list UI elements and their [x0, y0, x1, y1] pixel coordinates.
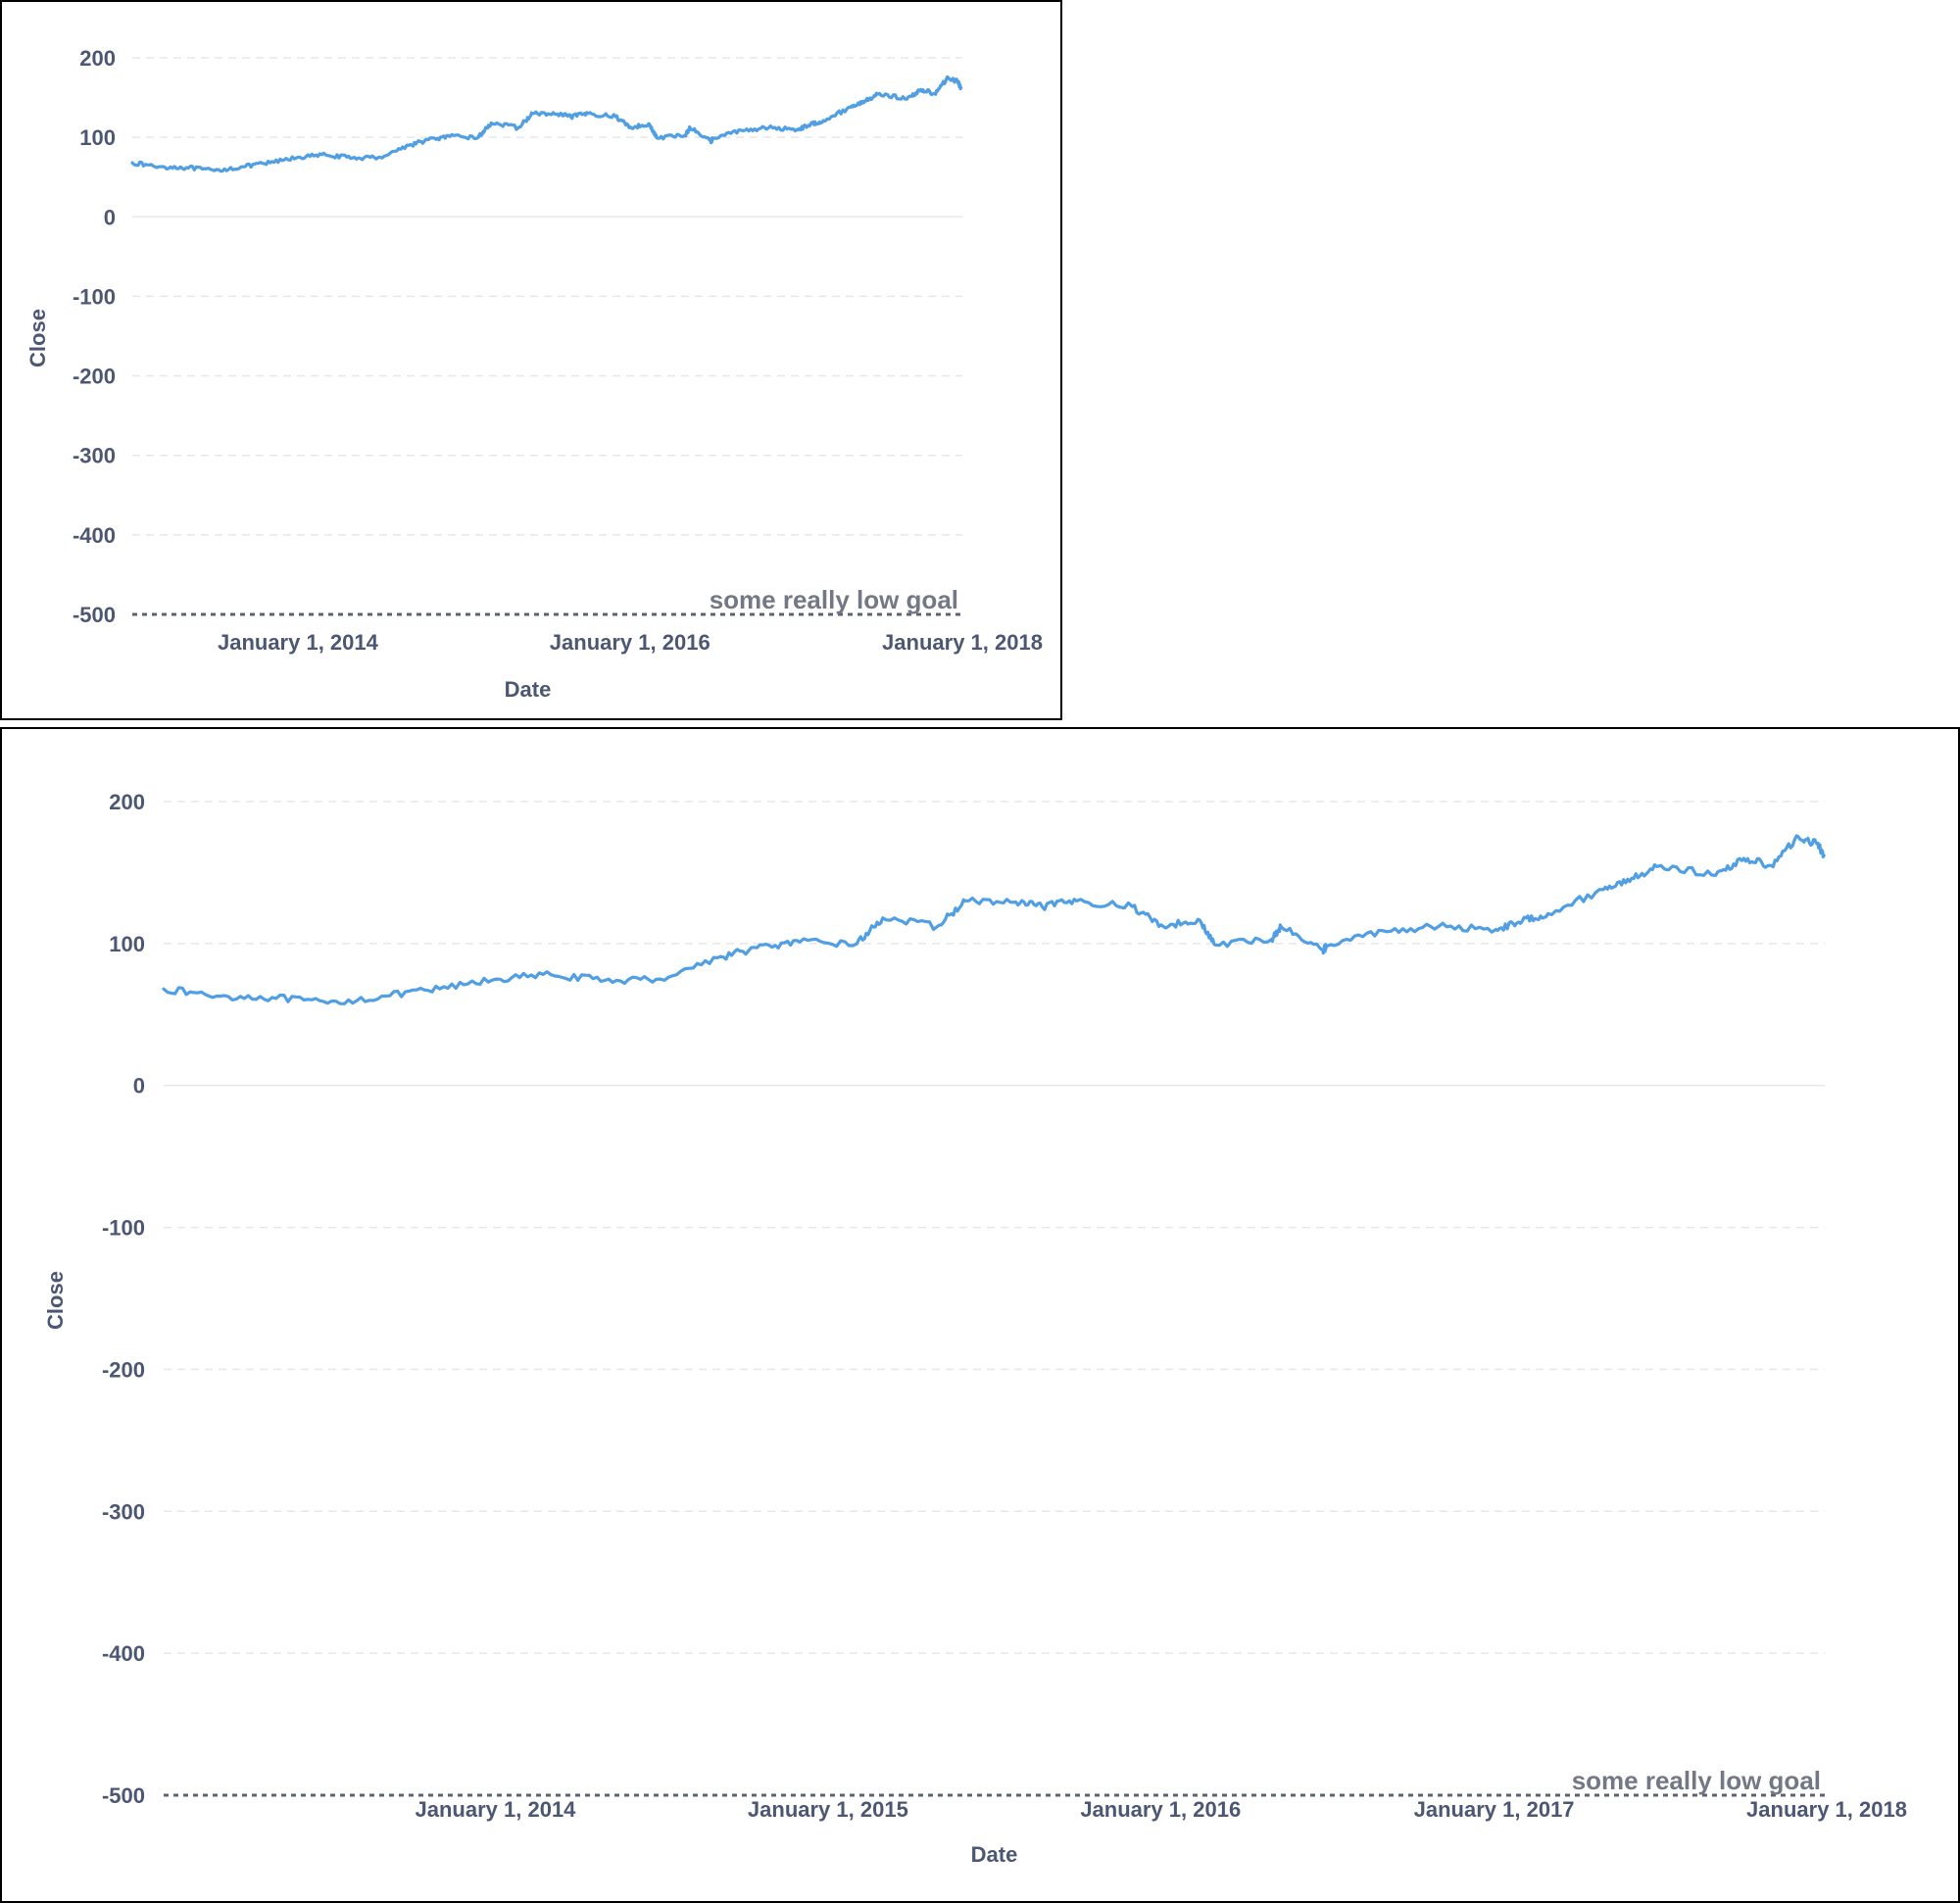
series-line-close	[130, 74, 963, 173]
x-axis-title: Date	[971, 1842, 1018, 1867]
x-tick-label: January 1, 2016	[550, 630, 710, 655]
x-tick-label: January 1, 2015	[748, 1797, 908, 1822]
chart-panel-small: 200 100 0 -100 -200 -300 -400 -500 January 1, 20…	[0, 0, 1062, 720]
y-tick-label: -300	[102, 1499, 145, 1524]
y-tick-label: 0	[133, 1074, 145, 1098]
y-tick-label: 200	[79, 46, 116, 71]
x-axis-title: Date	[505, 677, 552, 702]
line-chart-large: 200 100 0 -100 -200 -300 -400 -500 January 1, 20…	[43, 790, 1907, 1867]
x-tick-label: January 1, 2018	[882, 630, 1043, 655]
y-tick-label: -100	[102, 1216, 145, 1241]
y-tick-label: -200	[102, 1357, 145, 1382]
y-tick-label: -300	[73, 444, 116, 468]
x-tick-label: January 1, 2017	[1414, 1797, 1575, 1822]
series-line-close	[162, 834, 1826, 1005]
chart-panel-large: 200 100 0 -100 -200 -300 -400 -500 January 1, 20…	[0, 727, 1960, 1903]
line-chart-small: 200 100 0 -100 -200 -300 -400 -500 January 1, 20…	[25, 46, 1043, 702]
x-tick-label: January 1, 2014	[218, 630, 379, 655]
y-tick-label: 100	[109, 932, 145, 956]
y-tick-label: 0	[104, 205, 116, 229]
y-tick-label: 200	[109, 790, 145, 814]
x-tick-label: January 1, 2018	[1746, 1797, 1907, 1822]
y-tick-label: -500	[73, 603, 116, 627]
y-tick-label: -100	[73, 284, 116, 309]
y-axis-title: Close	[25, 309, 50, 367]
x-tick-label: January 1, 2016	[1080, 1797, 1241, 1822]
y-axis-title: Close	[43, 1271, 68, 1330]
goal-label: some really low goal	[710, 585, 958, 614]
goal-label: some really low goal	[1572, 1766, 1821, 1795]
y-tick-label: -200	[73, 365, 116, 389]
y-tick-label: -400	[102, 1641, 145, 1666]
y-tick-label: -400	[73, 523, 116, 548]
x-tick-label: January 1, 2014	[416, 1797, 577, 1822]
y-tick-label: -500	[102, 1783, 145, 1808]
y-tick-label: 100	[79, 125, 116, 150]
